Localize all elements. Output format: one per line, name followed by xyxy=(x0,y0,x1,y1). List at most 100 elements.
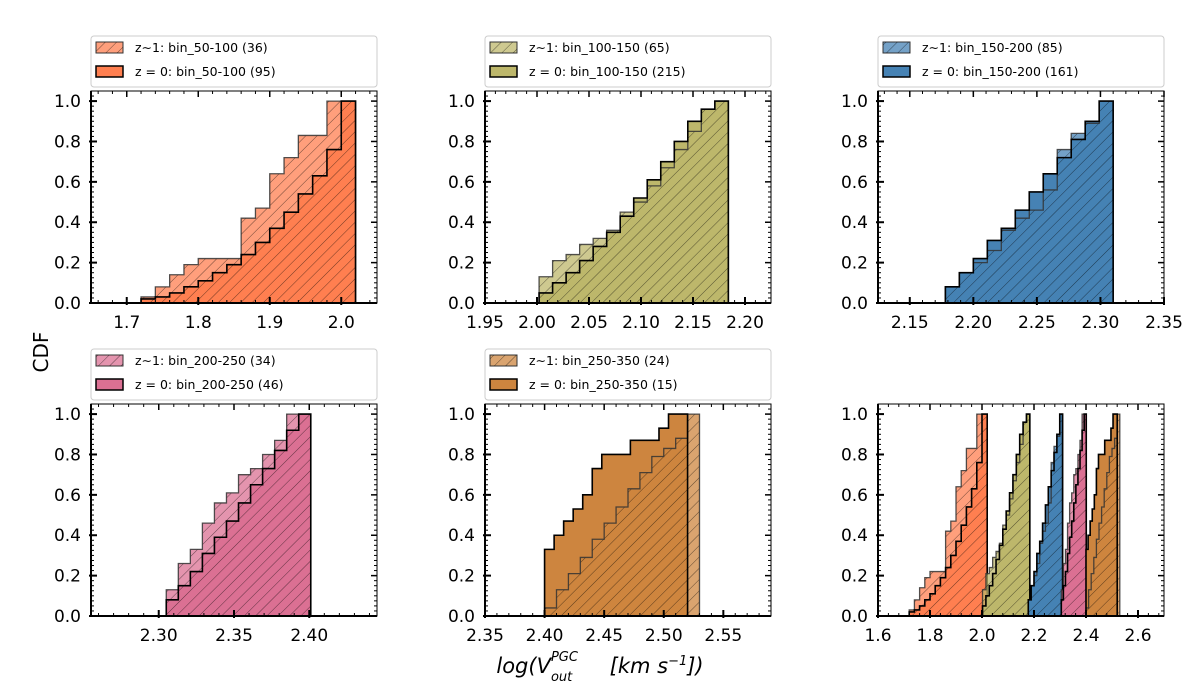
series-group xyxy=(140,100,357,303)
legend-swatch-z0 xyxy=(489,65,518,78)
y-tick-label: 0.6 xyxy=(841,486,868,506)
bin_50_100-z0-outline xyxy=(140,100,357,303)
legend-swatch-z1-hatch xyxy=(96,355,123,366)
y-tick-label: 0.2 xyxy=(54,567,81,587)
legend-swatch-z1-hatch xyxy=(96,42,123,53)
y-tick-label: 0.8 xyxy=(841,445,868,465)
legend-swatch-z0 xyxy=(489,378,518,391)
x-tick-label: 2.45 xyxy=(585,626,623,646)
y-axis-label: CDF xyxy=(29,332,53,373)
legend-label-z1: z∼1: bin_200-250 (34) xyxy=(135,353,276,368)
legend-label-z0: z = 0: bin_50-100 (95) xyxy=(135,64,276,79)
x-tick-label: 1.95 xyxy=(466,313,504,333)
y-tick-label: 0.4 xyxy=(841,213,868,233)
panel-bin-200-250: 2.30 2.35 2.40 0.0 0.2 0.4 0.6 0.8 1.0 z∼1: bin_2… xyxy=(54,348,378,646)
bin_200_250-z0-outline xyxy=(165,413,312,616)
y-tick-label: 0.0 xyxy=(54,294,81,314)
legend-swatch-z1-hatch xyxy=(490,355,517,366)
legend-box xyxy=(90,348,378,401)
panel-combined: 1.6 1.8 2.0 2.2 2.4 2.6 0.0 0.2 0.4 0.6 0.8 1.0 xyxy=(841,403,1165,646)
x-tick-label: 2.0 xyxy=(968,626,995,646)
y-tick-label: 0.0 xyxy=(448,607,475,627)
y-tick-label: 0.6 xyxy=(448,173,475,193)
y-tick-label: 0.4 xyxy=(448,526,475,546)
series-group xyxy=(538,100,730,303)
legend-box xyxy=(484,348,772,401)
x-tick-label: 1.9 xyxy=(256,313,283,333)
y-tick-label: 0.2 xyxy=(841,254,868,274)
combined-bin_200_250-z0-outline xyxy=(1060,413,1088,616)
y-tick-label: 0.4 xyxy=(54,213,81,233)
x-tick-label: 2.6 xyxy=(1124,626,1151,646)
x-tick-label: 2.20 xyxy=(726,313,764,333)
y-tick-label: 0.8 xyxy=(54,445,81,465)
x-tick-label: 1.8 xyxy=(185,313,212,333)
panel-bin-250-350: 2.35 2.40 2.45 2.50 2.55 0.0 0.2 0.4 0.6 0.8 1.0 z∼… xyxy=(448,348,772,646)
combined-bin_50_100-z0-outline xyxy=(908,413,988,616)
y-tick-label: 1.0 xyxy=(54,92,81,112)
combined-bin_100_150-z0-outline xyxy=(981,413,1031,616)
x-tick-label: 2.15 xyxy=(891,313,929,333)
x-tick-label: 2.35 xyxy=(466,626,504,646)
y-tick-label: 0.8 xyxy=(448,132,475,152)
combined-bin_150_200-z0-outline xyxy=(1027,413,1064,616)
x-tick-label: 2.4 xyxy=(1072,626,1099,646)
x-tick-label: 2.40 xyxy=(290,626,328,646)
series-group xyxy=(908,413,1121,616)
x-tick-label: 2.50 xyxy=(645,626,683,646)
legend-label-z0: z = 0: bin_200-250 (46) xyxy=(135,377,284,392)
panel-bin-150-200: 2.15 2.20 2.25 2.30 2.35 0.0 0.2 0.4 0.6 0.8 1.0 z∼… xyxy=(841,35,1183,333)
y-tick-label: 1.0 xyxy=(448,405,475,425)
y-tick-label: 0.2 xyxy=(448,254,475,274)
x-tick-label: 2.55 xyxy=(704,626,742,646)
legend-swatch-z1-hatch xyxy=(883,42,910,53)
x-tick-label: 2.15 xyxy=(674,313,712,333)
x-tick-label: 2.2 xyxy=(1020,626,1047,646)
legend-swatch-z0 xyxy=(882,65,911,78)
bin_250_350-z1-outline xyxy=(543,413,701,616)
x-tick-label: 1.6 xyxy=(864,626,891,646)
x-tick-label: 2.0 xyxy=(328,313,355,333)
legend-label-z1: z∼1: bin_150-200 (85) xyxy=(922,40,1063,55)
bin_150_200-z0-outline xyxy=(944,100,1114,303)
x-label-sup: PGC xyxy=(550,650,578,665)
bin_100_150-z0-outline xyxy=(538,100,730,303)
legend-label-z0: z = 0: bin_100-150 (215) xyxy=(529,64,686,79)
legend-label-z0: z = 0: bin_250-350 (15) xyxy=(529,377,678,392)
series-group xyxy=(165,413,312,616)
legend-label-z1: z∼1: bin_250-350 (24) xyxy=(529,353,670,368)
y-tick-label: 0.0 xyxy=(448,294,475,314)
y-tick-label: 0.8 xyxy=(841,132,868,152)
legend-swatch-z0 xyxy=(95,65,124,78)
y-tick-label: 0.8 xyxy=(54,132,81,152)
y-tick-label: 1.0 xyxy=(448,92,475,112)
y-tick-label: 0.6 xyxy=(841,173,868,193)
series-group xyxy=(944,100,1114,303)
legend-label-z1: z∼1: bin_100-150 (65) xyxy=(529,40,670,55)
y-tick-label: 0.2 xyxy=(54,254,81,274)
x-label-exp: −1 xyxy=(668,654,688,669)
x-tick-label: 2.30 xyxy=(140,626,178,646)
legend-box xyxy=(90,35,378,88)
y-tick-label: 0.8 xyxy=(448,445,475,465)
combined-bin_250_350-z1-outline xyxy=(1085,413,1121,616)
y-tick-label: 0.6 xyxy=(54,173,81,193)
x-tick-label: 1.7 xyxy=(113,313,140,333)
y-tick-label: 0.4 xyxy=(54,526,81,546)
legend-swatch-z1-hatch xyxy=(490,42,517,53)
x-tick-label: 2.20 xyxy=(954,313,992,333)
y-tick-label: 1.0 xyxy=(841,92,868,112)
legend-box xyxy=(877,35,1165,88)
series-group xyxy=(543,413,701,616)
y-tick-label: 0.0 xyxy=(841,607,868,627)
y-tick-label: 0.0 xyxy=(841,294,868,314)
y-tick-label: 1.0 xyxy=(841,405,868,425)
x-label-sub: out xyxy=(550,670,573,685)
y-tick-label: 0.4 xyxy=(448,213,475,233)
x-tick-label: 2.00 xyxy=(518,313,556,333)
combined-bin_50_100-z1-outline xyxy=(908,413,988,616)
y-tick-label: 0.4 xyxy=(841,526,868,546)
x-tick-label: 2.35 xyxy=(215,626,253,646)
legend-swatch-z0 xyxy=(95,378,124,391)
